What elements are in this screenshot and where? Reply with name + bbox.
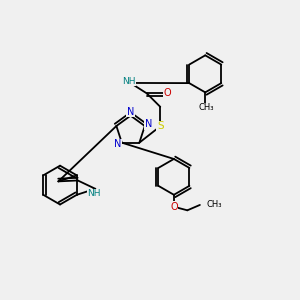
Text: NH: NH xyxy=(87,189,101,198)
Text: O: O xyxy=(170,202,178,212)
Text: N: N xyxy=(145,119,152,130)
Text: S: S xyxy=(157,121,164,131)
Text: N: N xyxy=(127,107,134,117)
Text: CH₃: CH₃ xyxy=(206,200,222,209)
Text: O: O xyxy=(164,88,171,98)
Text: CH₃: CH₃ xyxy=(198,103,214,112)
Text: NH: NH xyxy=(122,77,136,86)
Text: N: N xyxy=(114,139,122,149)
